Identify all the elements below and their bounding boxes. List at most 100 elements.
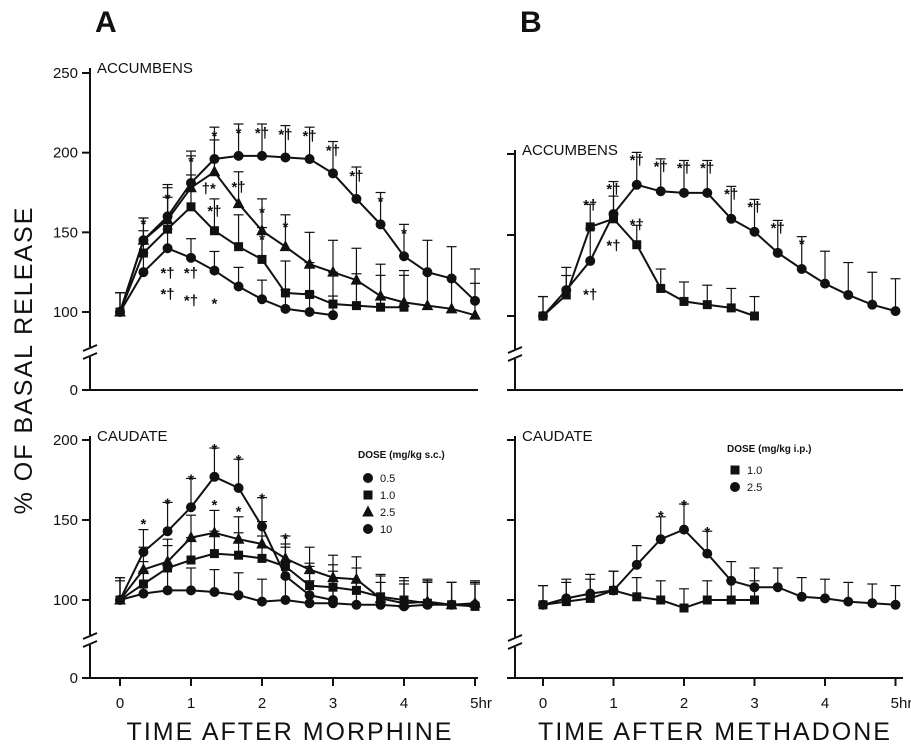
legend-label-B-1: 2.5 [747, 482, 762, 494]
data-point-B-1-0-5 [656, 595, 666, 605]
significance-mark-A-1-5: * [259, 491, 265, 508]
series-line-A-0-3 [119, 154, 476, 313]
significance-mark-A-0-21: *† [184, 292, 198, 309]
y-tick-label-A-0-1: 200 [53, 145, 78, 162]
legend-marker-B-1 [730, 482, 740, 492]
significance-mark-A-0-1: * [165, 190, 171, 207]
significance-mark-B-0-10: *† [630, 217, 644, 234]
significance-mark-A-0-7: *† [302, 128, 316, 145]
y-tick-label-A-1-3: 0 [70, 670, 78, 687]
significance-mark-B-1-0: * [658, 508, 664, 525]
data-point-A-0-3-2 [162, 211, 173, 222]
legend-title-a: DOSE (mg/kg s.c.) [358, 450, 445, 461]
data-point-B-0-1-8 [726, 213, 737, 224]
significance-mark-A-1-2: * [188, 471, 194, 488]
data-point-B-0-1-7 [702, 187, 713, 198]
series-line-B-1-0 [542, 589, 755, 610]
significance-mark-A-0-20: *† [160, 286, 174, 303]
data-point-A-1-0-3 [186, 585, 196, 596]
significance-mark-B-0-2: *† [630, 152, 644, 169]
data-point-A-0-3-5 [233, 150, 244, 161]
significance-mark-B-0-12: *† [583, 286, 597, 303]
data-point-B-0-1-4 [631, 179, 642, 190]
data-point-B-1-1-14 [867, 598, 878, 609]
significance-mark-B-0-9: * [799, 236, 805, 253]
data-point-A-0-3-10 [351, 193, 362, 204]
data-point-A-0-3-3 [186, 177, 196, 188]
data-point-A-0-1-5 [234, 242, 244, 252]
significance-mark-A-0-13: *† [231, 179, 245, 196]
significance-mark-A-1-6: * [212, 497, 218, 514]
y-tick-label-A-1-1: 150 [53, 512, 78, 529]
data-point-A-0-2-10 [350, 273, 363, 285]
data-point-A-0-3-4 [209, 154, 220, 165]
data-point-A-0-2-15 [469, 308, 481, 320]
data-point-A-1-2-2 [161, 555, 174, 567]
data-point-A-0-2-11 [374, 289, 387, 301]
significance-mark-A-0-8: *† [326, 142, 340, 159]
x-tick-label-A-5: 5hr [470, 695, 492, 712]
data-point-A-1-3-0 [115, 595, 125, 605]
data-point-A-0-2-4 [208, 165, 221, 177]
data-point-B-0-0-5 [656, 283, 666, 293]
data-point-B-0-1-0 [538, 311, 548, 321]
data-point-A-1-0-4 [209, 587, 220, 597]
data-point-A-0-3-1 [138, 235, 149, 246]
legend-marker-B-0 [730, 465, 740, 475]
axis-break-B-1-1 [507, 642, 523, 650]
data-point-B-1-0-8 [726, 595, 736, 605]
significance-mark-A-0-3: * [212, 128, 218, 145]
data-point-A-0-3-7 [280, 152, 291, 163]
data-point-B-1-1-12 [820, 593, 830, 604]
data-point-A-0-1-8 [305, 289, 315, 299]
data-point-B-0-1-13 [843, 289, 854, 300]
legend-label-A-2: 2.5 [380, 507, 395, 519]
data-point-B-0-1-2 [585, 255, 596, 266]
series-line-A-1-3 [119, 475, 334, 601]
significance-mark-A-0-14: *† [207, 203, 221, 220]
data-point-B-0-0-7 [702, 300, 712, 310]
data-point-A-0-0-1 [138, 267, 149, 278]
significance-mark-A-1-1: * [165, 495, 171, 512]
series-A-1-1 [115, 530, 480, 611]
significance-mark-A-0-16: * [283, 219, 289, 236]
axis-break-B-0-0 [507, 346, 523, 354]
y-tick-label-A-0-2: 150 [53, 224, 78, 241]
data-point-B-1-1-3 [608, 585, 619, 596]
significance-mark-A-0-4: * [236, 125, 242, 142]
x-axis-label-methadone: TIME AFTER METHADONE [538, 718, 892, 746]
significance-mark-A-0-19: *† [184, 265, 198, 282]
data-point-A-0-1-10 [351, 301, 361, 311]
data-point-B-1-1-15 [890, 599, 901, 610]
data-point-A-0-1-9 [328, 299, 338, 309]
x-tick-label-B-1: 1 [609, 695, 617, 712]
data-point-A-1-0-10 [351, 599, 362, 610]
data-point-B-1-0-7 [702, 595, 712, 605]
significance-mark-B-0-0: *† [583, 197, 597, 214]
data-point-A-0-2-13 [421, 299, 434, 311]
data-layer [114, 123, 901, 613]
data-point-A-0-0-5 [233, 281, 244, 292]
data-point-A-1-2-3 [185, 531, 197, 543]
data-point-B-1-1-8 [726, 575, 737, 586]
series-line-A-0-0 [119, 247, 334, 317]
data-point-B-1-0-4 [632, 592, 642, 602]
significance-mark-B-1-2: * [704, 524, 710, 541]
legend-marker-A-1 [363, 490, 373, 500]
data-point-A-1-3-5 [233, 483, 244, 493]
significance-mark-A-0-15: * [259, 205, 265, 222]
data-point-B-0-1-10 [772, 247, 783, 258]
data-point-A-0-1-3 [186, 202, 196, 212]
significance-mark-B-0-4: *† [677, 160, 691, 177]
axis-break-B-0-1 [507, 354, 523, 362]
data-point-A-1-2-15 [469, 596, 481, 608]
data-point-A-0-1-2 [163, 224, 173, 234]
y-tick-label-A-0-4: 0 [70, 382, 78, 399]
data-point-A-1-2-5 [232, 532, 245, 544]
legend-label-A-1: 1.0 [380, 490, 395, 502]
axis-break-B-1-0 [507, 634, 523, 642]
data-point-B-0-0-8 [726, 303, 736, 313]
data-point-B-1-1-5 [655, 534, 666, 545]
data-point-A-0-0-2 [162, 243, 173, 254]
